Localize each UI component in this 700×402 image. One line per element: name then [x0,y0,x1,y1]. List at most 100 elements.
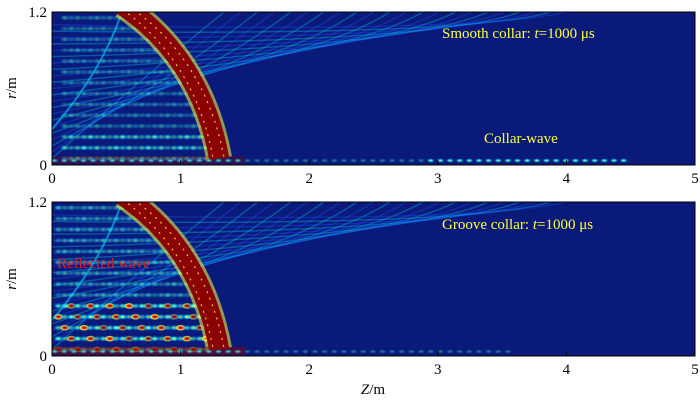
bottom-collar-wave-pulse [349,349,359,354]
bottom-x-axis-label: Z/m [361,382,386,398]
top-collar-wave-pulse [175,158,185,163]
bottom-collar-wave-pulse [320,349,330,354]
bottom-annotation-reflected-wave: Reflected wave [57,256,150,272]
bottom-y-tick-label: 0 [40,349,48,365]
top-collar-wave-pulse [223,158,233,163]
top-head-wave-arc [52,12,490,58]
bottom-collar-wave-pulse [59,349,69,354]
bottom-wavefield [52,202,569,355]
top-head-wave-arc [52,12,259,147]
bottom-head-wave-arc [52,202,359,299]
bottom-collar-wave-pulse [503,349,513,354]
top-collar-wave-pulse [416,158,426,163]
top-x-tick-label: 3 [434,171,442,187]
bottom-collar-wave-pulse [435,349,445,354]
top-collar-wave-pulse [609,158,619,163]
bottom-collar-wave-pulse [252,349,262,354]
top-wavefield [52,12,629,164]
top-collar-wave-pulse [98,158,108,163]
bottom-collar-wave-pulse [204,349,214,354]
top-collar-wave-pulse [455,158,465,163]
bottom-collar-wave-pulse [175,349,185,354]
bottom-collar-wave-pulse [358,349,368,354]
top-collar-wave-pulse [513,158,523,163]
top-head-wave-arc [52,12,425,83]
top-collar-wave-pulse [339,158,349,163]
bottom-collar-wave-pulse [117,349,127,354]
bottom-collar-wave-pulse [185,349,195,354]
top-x-ticks: 0 1 2 3 4 5 [48,160,699,187]
bottom-head-wave-arc [52,202,259,338]
top-collar-wave-pulse [329,158,339,163]
bottom-x-tick-label: 2 [305,362,313,378]
top-head-wave-arc [52,12,392,96]
bottom-collar-wave-pulse [88,349,98,354]
top-collar-wave-pulse [252,158,262,163]
bottom-collar-wave-pulse [416,349,426,354]
top-plot-frame [51,11,696,166]
top-collar-wave-pulse [320,158,330,163]
top-collar-wave-pulse [532,158,542,163]
top-head-wave-arc [52,12,359,109]
top-collar-wave-pulse [378,158,388,163]
bottom-collar-wave-pulse [214,349,224,354]
bottom-collar-wave-pulse [52,349,60,354]
bottom-collar-wave-pulse [136,349,146,354]
top-collar-wave-pulse [484,158,494,163]
top-collar-wave-pulse [156,158,166,163]
top-collar-wave-pulse [493,158,503,163]
top-collar-wave-pulse [474,158,484,163]
top-collar-wave-pulse [570,158,580,163]
bottom-y-ticks: 01.2 [28,195,57,365]
top-collar-wave-pulse [146,158,156,163]
bottom-collar-wave-pulse [165,349,175,354]
bottom-main-front [117,202,230,352]
bottom-collar-wave-pulse [242,349,252,354]
bottom-annotation-title: Groove collar: t=1000 μs [442,217,593,233]
top-collar-wave-pulse [300,158,310,163]
bottom-head-wave-arc [52,202,425,274]
top-x-tick-label: 2 [305,171,313,187]
top-x-tick-label: 5 [691,171,699,187]
bottom-collar-wave-pulse [493,349,503,354]
top-collar-wave-pulse [349,158,359,163]
top-y-tick-label: 1.2 [28,5,47,21]
bottom-collar-wave-pulse [146,349,156,354]
top-collar-wave-pulse [590,158,600,163]
bottom-collar-wave-pulse [233,349,243,354]
bottom-x-tick-label: 4 [563,362,571,378]
bottom-x-tick-label: 1 [177,362,185,378]
bottom-collar-wave-pulse [300,349,310,354]
bottom-collar-wave-pulse [271,349,281,354]
top-collar-wave-pulse [281,158,291,163]
top-collar-wave-pulse [242,158,252,163]
top-main-front [117,12,230,161]
top-collar-wave-pulse [185,158,195,163]
top-x-tick-label: 4 [563,171,571,187]
top-x-tick-label: 1 [177,171,185,187]
bottom-collar-wave-pulse [281,349,291,354]
top-annotation-collar-wave: Collar-wave [484,131,558,147]
top-collar-wave-pulse [580,158,590,163]
bottom-head-wave-arc [52,202,457,261]
top-collar-wave-pulse [541,158,551,163]
top-collar-wave-pulse [194,158,204,163]
top-collar-wave-pulse [435,158,445,163]
bottom-head-wave-arc [52,202,325,312]
top-collar-wave-pulse [387,158,397,163]
top-secondary-front [52,12,123,130]
top-collar-wave-pulse [426,158,436,163]
bottom-collar-wave-pulse [262,349,272,354]
top-collar-wave-pulse [619,158,629,163]
top-y-tick-label: 0 [40,158,48,174]
bottom-collar-wave-pulse [455,349,465,354]
bottom-collar-wave-pulse [310,349,320,354]
top-y-axis-label: r/m [4,77,20,99]
top-collar-wave-pulse [310,158,320,163]
top-head-wave-arc [52,12,457,71]
bottom-collar-wave-pulse [194,349,204,354]
bottom-collar-wave-pulse [107,349,117,354]
bottom-collar-wave-pulse [223,349,233,354]
